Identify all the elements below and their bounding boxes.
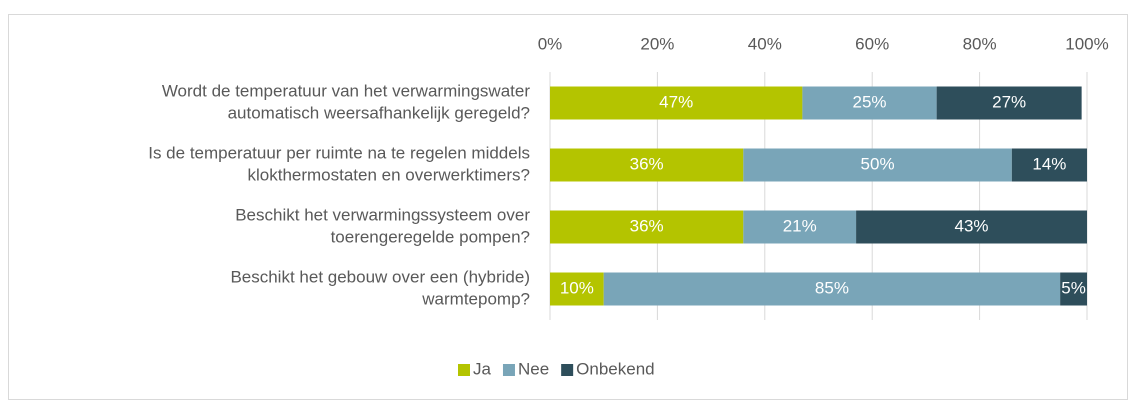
bar-segment: [550, 272, 604, 306]
category-label: klokthermostaten en overwerktimers?: [247, 165, 530, 184]
bar-segment: [603, 272, 1061, 306]
value-label: 5%: [1061, 278, 1086, 297]
value-label: 43%: [955, 216, 989, 235]
x-tick-label: 60%: [855, 34, 889, 53]
bar-segment: [1060, 272, 1087, 306]
bar-segment: [550, 148, 744, 182]
category-label: Beschikt het verwarmingssysteem over: [235, 205, 530, 224]
bar-segment: [743, 210, 857, 244]
bar-segment: [936, 86, 1082, 120]
legend-swatch: [502, 364, 515, 376]
value-label: 50%: [861, 154, 895, 173]
bar-segment: [1011, 148, 1087, 182]
category-label: Is de temperatuur per ruimte na te regel…: [148, 143, 530, 162]
legend-label: Onbekend: [576, 359, 654, 378]
value-label: 27%: [992, 92, 1026, 111]
legend-swatch: [458, 364, 470, 376]
value-label: 47%: [659, 92, 693, 111]
x-tick-label: 20%: [640, 34, 674, 53]
category-label: Beschikt het gebouw over een (hybride): [230, 267, 530, 286]
category-label: automatisch weersafhankelijk geregeld?: [228, 103, 530, 122]
bar-segment: [743, 148, 1012, 182]
value-label: 36%: [630, 154, 664, 173]
value-label: 36%: [630, 216, 664, 235]
value-label: 25%: [852, 92, 886, 111]
bar-segment: [550, 210, 744, 244]
legend-swatch: [561, 364, 574, 376]
value-label: 10%: [560, 278, 594, 297]
legend-label: Nee: [518, 359, 549, 378]
chart-frame: [8, 14, 1128, 400]
category-label: warmtepomp?: [421, 289, 530, 308]
x-tick-label: 0%: [538, 34, 563, 53]
legend-label: Ja: [473, 359, 492, 378]
x-tick-label: 40%: [748, 34, 782, 53]
x-tick-label: 100%: [1065, 34, 1108, 53]
bar-segment: [550, 86, 803, 120]
bar-segment: [856, 210, 1087, 244]
category-label: toerengeregelde pompen?: [331, 227, 530, 246]
value-label: 14%: [1032, 154, 1066, 173]
value-label: 85%: [815, 278, 849, 297]
bar-segment: [802, 86, 937, 120]
value-label: 21%: [783, 216, 817, 235]
category-label: Wordt de temperatuur van het verwarmings…: [162, 81, 531, 100]
x-tick-label: 80%: [963, 34, 997, 53]
